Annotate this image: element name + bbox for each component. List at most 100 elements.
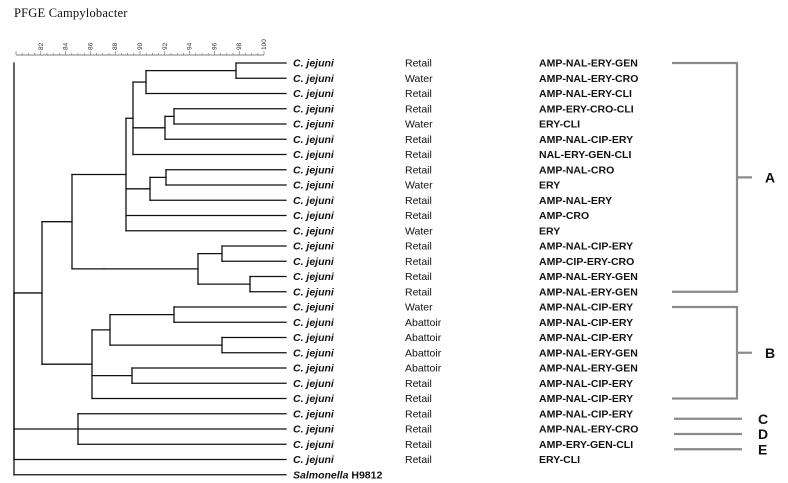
species-name: C. jejuni xyxy=(293,424,335,436)
isolate-species: Salmonella H9812 xyxy=(293,469,382,481)
isolate-species: C. jejuni xyxy=(293,317,335,329)
isolate-species: C. jejuni xyxy=(293,271,335,283)
resistance-profile: AMP-CRO xyxy=(539,210,589,222)
isolate-species: C. jejuni xyxy=(293,286,335,298)
isolate-source: Abattoir xyxy=(405,347,442,359)
figure-title: PFGE Campylobacter xyxy=(14,6,128,20)
isolate-species: C. jejuni xyxy=(293,424,335,436)
species-name: C. jejuni xyxy=(293,256,335,268)
resistance-profile: AMP-NAL-ERY-GEN xyxy=(539,286,638,298)
resistance-profile: AMP-ERY-CRO-CLI xyxy=(539,103,634,115)
isolate-species: C. jejuni xyxy=(293,393,335,405)
resistance-profile: AMP-NAL-CIP-ERY xyxy=(539,302,633,314)
scale-tick-label: 100 xyxy=(261,39,268,50)
isolate-source: Retail xyxy=(405,241,432,253)
isolate-species: C. jejuni xyxy=(293,332,335,344)
species-name: C. jejuni xyxy=(293,408,335,420)
resistance-profile: AMP-CIP-ERY-CRO xyxy=(539,256,634,268)
isolate-source: Retail xyxy=(405,195,432,207)
scale-tick-label: 98 xyxy=(236,42,243,50)
resistance-profile: AMP-NAL-CRO xyxy=(539,164,614,176)
dendrogram-tree xyxy=(13,62,287,476)
scale-tick-label: 94 xyxy=(187,42,194,50)
scale-tick-label: 82 xyxy=(38,42,45,50)
isolate-species: C. jejuni xyxy=(293,58,335,70)
isolate-source: Abattoir xyxy=(405,363,442,375)
resistance-profile: ERY xyxy=(539,225,560,237)
similarity-scale: 82 84 86 88 90 92 94 96 98 100 xyxy=(15,39,268,56)
species-name: C. jejuni xyxy=(293,195,335,207)
isolate-source: Abattoir xyxy=(405,317,442,329)
isolate-source: Retail xyxy=(405,58,432,70)
isolate-species: C. jejuni xyxy=(293,134,335,146)
scale-tick-label: 88 xyxy=(112,42,119,50)
resistance-profile: AMP-NAL-CIP-ERY xyxy=(539,134,633,146)
isolate-source: Retail xyxy=(405,408,432,420)
species-name: C. jejuni xyxy=(293,58,335,70)
isolate-species: C. jejuni xyxy=(293,164,335,176)
resistance-profile: AMP-NAL-ERY-CRO xyxy=(539,73,638,85)
scale-tick-label: 92 xyxy=(162,42,169,50)
isolate-source: Retail xyxy=(405,424,432,436)
species-name: Salmonella xyxy=(293,469,349,481)
species-name: C. jejuni xyxy=(293,363,335,375)
isolate-source: Retail xyxy=(405,454,432,466)
isolate-species: C. jejuni xyxy=(293,180,335,192)
cluster-label: E xyxy=(758,441,767,457)
isolate-source: Retail xyxy=(405,256,432,268)
isolate-labels: C. jejuni Retail AMP-NAL-ERY-GEN C. jejuni W… xyxy=(293,58,638,482)
cluster-bracket xyxy=(672,61,739,293)
species-name: C. jejuni xyxy=(293,88,335,100)
species-name: C. jejuni xyxy=(293,393,335,405)
resistance-profile: AMP-NAL-ERY-CLI xyxy=(539,88,632,100)
species-name: C. jejuni xyxy=(293,73,335,85)
resistance-profile: AMP-NAL-CIP-ERY xyxy=(539,378,633,390)
isolate-source: Water xyxy=(405,119,433,131)
isolate-source: Retail xyxy=(405,88,432,100)
species-name: C. jejuni xyxy=(293,149,335,161)
resistance-profile: AMP-NAL-ERY-CRO xyxy=(539,424,638,436)
species-name: C. jejuni xyxy=(293,302,335,314)
cluster-label: A xyxy=(765,169,775,185)
isolate-species: C. jejuni xyxy=(293,225,335,237)
isolate-species: C. jejuni xyxy=(293,363,335,375)
isolate-species: C. jejuni xyxy=(293,73,335,85)
species-name: C. jejuni xyxy=(293,378,335,390)
resistance-profile: AMP-NAL-ERY-GEN xyxy=(539,363,638,375)
species-name: C. jejuni xyxy=(293,317,335,329)
isolate-source: Retail xyxy=(405,393,432,405)
isolate-species: C. jejuni xyxy=(293,454,335,466)
isolate-species: C. jejuni xyxy=(293,119,335,131)
isolate-species: C. jejuni xyxy=(293,302,335,314)
resistance-profile: AMP-NAL-CIP-ERY xyxy=(539,332,633,344)
isolate-source: Water xyxy=(405,73,433,85)
isolate-species: C. jejuni xyxy=(293,88,335,100)
cluster-label: D xyxy=(758,426,768,442)
isolate-species: C. jejuni xyxy=(293,103,335,115)
species-name: C. jejuni xyxy=(293,210,335,222)
isolate-species: C. jejuni xyxy=(293,408,335,420)
isolate-source: Water xyxy=(405,302,433,314)
scale-tick-label: 84 xyxy=(63,42,70,50)
isolate-species: C. jejuni xyxy=(293,241,335,253)
species-name: C. jejuni xyxy=(293,286,335,298)
resistance-profile: AMP-ERY-GEN-CLI xyxy=(539,439,633,451)
isolate-source: Retail xyxy=(405,271,432,283)
cluster-label: C xyxy=(758,411,768,427)
isolate-source: Retail xyxy=(405,378,432,390)
isolate-source: Retail xyxy=(405,286,432,298)
resistance-profile: AMP-NAL-ERY-GEN xyxy=(539,271,638,283)
species-name: C. jejuni xyxy=(293,439,335,451)
isolate-source: Retail xyxy=(405,103,432,115)
species-name: C. jejuni xyxy=(293,225,335,237)
scale-tick-label: 96 xyxy=(211,42,218,50)
species-name: C. jejuni xyxy=(293,332,335,344)
resistance-profile: ERY-CLI xyxy=(539,454,580,466)
cluster-label: B xyxy=(765,345,775,361)
scale-tick-label: 90 xyxy=(137,42,144,50)
isolate-species: C. jejuni xyxy=(293,378,335,390)
resistance-profile: AMP-NAL-CIP-ERY xyxy=(539,317,633,329)
resistance-profile: AMP-NAL-CIP-ERY xyxy=(539,408,633,420)
resistance-profile: AMP-NAL-ERY-GEN xyxy=(539,347,638,359)
species-name: C. jejuni xyxy=(293,119,335,131)
